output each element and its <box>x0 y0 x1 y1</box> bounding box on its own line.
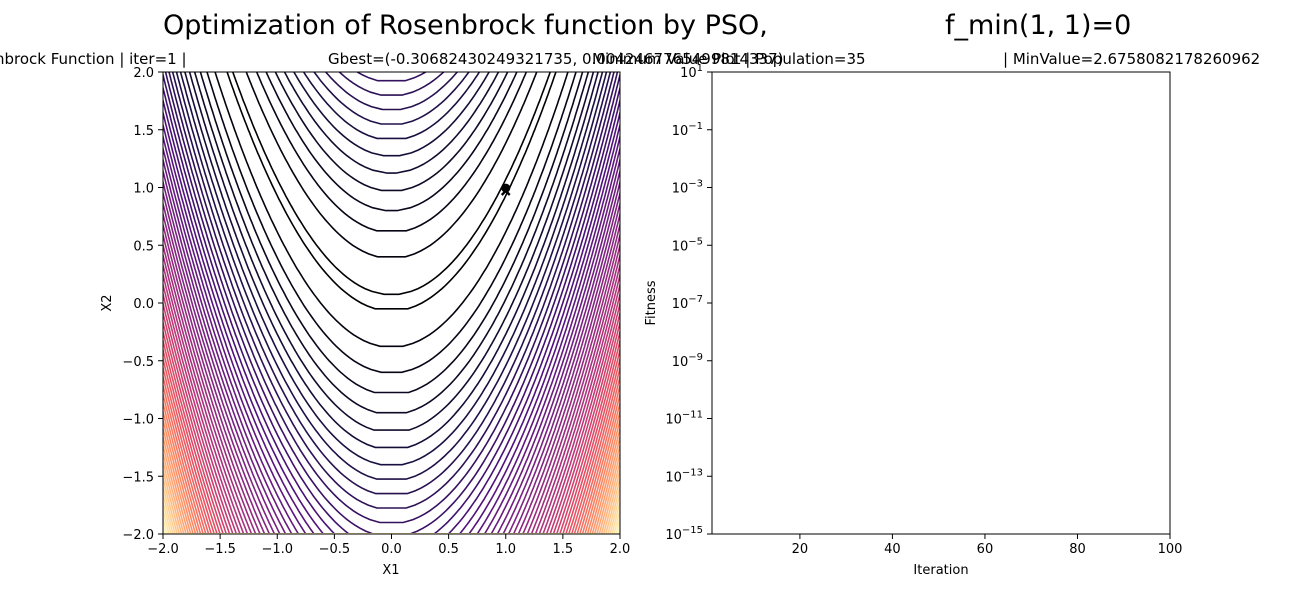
contour-line <box>168 72 615 509</box>
y-tick-label: 101 <box>680 63 703 81</box>
x-tick-label: 60 <box>977 542 994 557</box>
x-tick-label: 0.0 <box>381 542 402 557</box>
contour-chart: nbrock Function | iter=1 | Gbest=(-0.306… <box>0 50 783 578</box>
contour-line <box>163 121 620 534</box>
contour-line <box>175 72 608 480</box>
x-tick-label: −0.5 <box>319 542 351 557</box>
contour-line <box>163 145 620 534</box>
particle-markers <box>500 183 511 196</box>
contour-line <box>163 133 620 534</box>
x-tick-label: 40 <box>884 542 901 557</box>
particle-dot-marker <box>501 183 511 193</box>
x-tick-label: 100 <box>1158 542 1183 557</box>
y-tick-label: 1.0 <box>133 182 154 197</box>
contour-line <box>163 168 620 534</box>
y-tick-label: 10−15 <box>665 525 703 543</box>
y-tick-label: 10−1 <box>672 121 703 139</box>
y-tick-label: 10−5 <box>672 236 703 254</box>
y-tick-label: 10−11 <box>665 410 703 428</box>
contour-line <box>214 72 569 348</box>
y-tick-label: 2.0 <box>133 66 154 81</box>
x-tick-label: 20 <box>792 542 809 557</box>
contour-line <box>338 72 445 96</box>
contour-x-axis: −2.0 −1.5 −1.0 −0.5 0.0 0.5 1.0 1.5 2.0 <box>147 534 630 557</box>
y-tick-label: 0.5 <box>133 239 154 254</box>
y-tick-label: 10−3 <box>672 179 703 197</box>
contour-line <box>199 72 584 394</box>
contour-line <box>163 97 620 534</box>
y-tick-label: −1.0 <box>122 413 154 428</box>
contour-line <box>303 72 480 140</box>
contour-line <box>179 72 604 466</box>
contour-line <box>265 72 518 212</box>
contour-line <box>255 72 528 232</box>
contour-line <box>232 72 551 296</box>
x-tick-label: 1.5 <box>553 542 574 557</box>
x-tick-label: 80 <box>1069 542 1086 557</box>
contour-line <box>193 72 590 414</box>
x-tick-label: 0.5 <box>438 542 459 557</box>
y-tick-label: −0.5 <box>122 355 154 370</box>
fitness-title-right: | MinValue=2.6758082178260962 <box>1003 50 1260 68</box>
x-tick-label: −2.0 <box>147 542 179 557</box>
contour-ylabel: X2 <box>100 294 115 311</box>
contour-line <box>313 72 470 125</box>
fitness-chart: Minimum Value Plot | Population=35 | Min… <box>592 50 1260 578</box>
x-tick-label: −1.0 <box>261 542 293 557</box>
fitness-x-axis: 20 40 60 80 100 <box>792 534 1183 557</box>
y-tick-label: 1.5 <box>133 124 154 139</box>
contour-line <box>184 72 599 449</box>
contour-line <box>206 72 577 374</box>
contour-xlabel: X1 <box>382 563 399 578</box>
contour-line <box>164 72 619 524</box>
contour-line <box>293 72 490 157</box>
y-tick-label: 10−9 <box>672 352 703 370</box>
contour-line <box>188 72 595 431</box>
contour-line <box>163 210 620 534</box>
contour-lines <box>163 72 620 534</box>
suptitle-right: f_min(1, 1)=0 <box>945 10 1131 41</box>
contour-line <box>163 156 620 534</box>
contour-line <box>163 72 620 534</box>
contour-line <box>163 178 620 534</box>
x-tick-label: 2.0 <box>610 542 631 557</box>
contour-line <box>163 200 620 534</box>
contour-title-left: nbrock Function | iter=1 | <box>0 50 187 68</box>
fitness-y-axis: 10−15 10−13 10−11 10−9 10−7 10−5 10−3 10−1 101 <box>665 63 712 543</box>
contour-line <box>163 189 620 534</box>
contour-line <box>163 109 620 534</box>
contour-title-right: Gbest=(-0.30682430249321735, 0.004246776… <box>328 50 783 68</box>
y-tick-label: 0.0 <box>133 297 154 312</box>
fitness-xlabel: Iteration <box>913 563 968 578</box>
fitness-title-left: Minimum Value Plot | Population=35 <box>592 50 866 68</box>
fitness-ylabel: Fitness <box>644 280 659 325</box>
contour-line <box>163 84 620 534</box>
contour-line <box>274 72 509 192</box>
contour-line <box>171 72 612 495</box>
x-tick-label: 1.0 <box>495 542 516 557</box>
x-tick-label: −1.5 <box>204 542 236 557</box>
fitness-plot-frame <box>711 71 1171 535</box>
y-tick-label: 10−7 <box>672 294 703 312</box>
suptitle-left: Optimization of Rosenbrock function by P… <box>163 10 768 41</box>
y-tick-label: 10−13 <box>665 467 703 485</box>
contour-line <box>245 72 538 258</box>
contour-line <box>226 72 557 310</box>
contour-line <box>356 72 427 82</box>
y-tick-label: −2.0 <box>122 528 154 543</box>
contour-line <box>325 72 458 111</box>
y-tick-label: −1.5 <box>122 470 154 485</box>
contour-line <box>283 72 500 174</box>
contour-y-axis: −2.0 −1.5 −1.0 −0.5 0.0 0.5 1.0 1.5 2.0 <box>122 66 163 543</box>
